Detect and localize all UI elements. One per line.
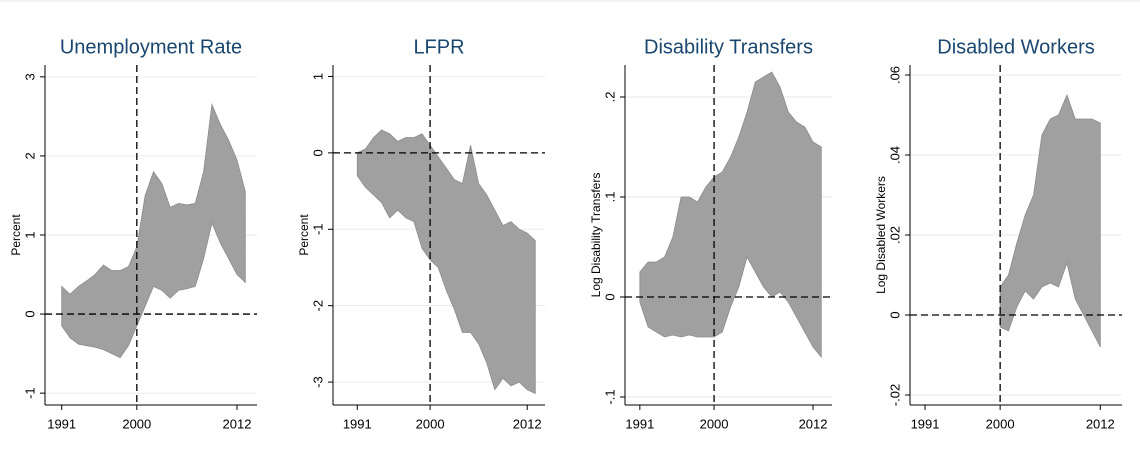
confidence-band — [356, 129, 536, 395]
x-tick-label: 2000 — [700, 416, 729, 431]
y-tick-label: .04 — [887, 146, 902, 164]
x-tick-label: 2000 — [986, 416, 1015, 431]
y-tick-label: -2 — [310, 300, 325, 312]
x-tick-label: 2012 — [1086, 416, 1115, 431]
confidence-band — [999, 93, 1101, 348]
y-tick-label: 0 — [22, 310, 37, 317]
y-tick-label: .2 — [602, 92, 617, 103]
confidence-band — [639, 71, 822, 359]
y-tick-label: -3 — [310, 376, 325, 388]
x-tick-label: 1991 — [911, 416, 940, 431]
y-axis-title: Percent — [297, 214, 311, 256]
y-tick-label: -.1 — [602, 389, 617, 404]
x-tick-label: 2000 — [416, 416, 445, 431]
y-tick-label: -1 — [22, 387, 37, 399]
panel-title: Disabled Workers — [937, 36, 1094, 58]
y-tick-label: 1 — [310, 73, 325, 80]
panel-title: LFPR — [413, 36, 464, 58]
y-axis-title: Percent — [9, 214, 23, 256]
x-tick-label: 2012 — [799, 416, 828, 431]
panel-title: Disability Transfers — [644, 36, 813, 58]
y-axis-title: Log Disability Transfers — [589, 173, 603, 298]
y-axis-title: Log Disabled Workers — [874, 176, 888, 294]
x-tick-label: 2012 — [513, 416, 542, 431]
y-tick-label: .06 — [887, 66, 902, 84]
x-tick-label: 2012 — [223, 416, 252, 431]
y-tick-label: 0 — [310, 149, 325, 156]
x-tick-label: 1991 — [343, 416, 372, 431]
x-tick-label: 1991 — [47, 416, 76, 431]
y-tick-label: -.02 — [887, 384, 902, 406]
y-tick-label: 2 — [22, 152, 37, 159]
x-tick-label: 2000 — [122, 416, 151, 431]
y-tick-label: .1 — [602, 192, 617, 203]
y-tick-label: -1 — [310, 223, 325, 235]
y-tick-label: 1 — [22, 231, 37, 238]
y-tick-label: .02 — [887, 226, 902, 244]
panel-title: Unemployment Rate — [60, 36, 242, 58]
y-tick-label: 0 — [602, 293, 617, 300]
y-tick-label: 0 — [887, 311, 902, 318]
confidence-band — [61, 103, 246, 359]
x-tick-label: 1991 — [625, 416, 654, 431]
y-tick-label: 3 — [22, 73, 37, 80]
